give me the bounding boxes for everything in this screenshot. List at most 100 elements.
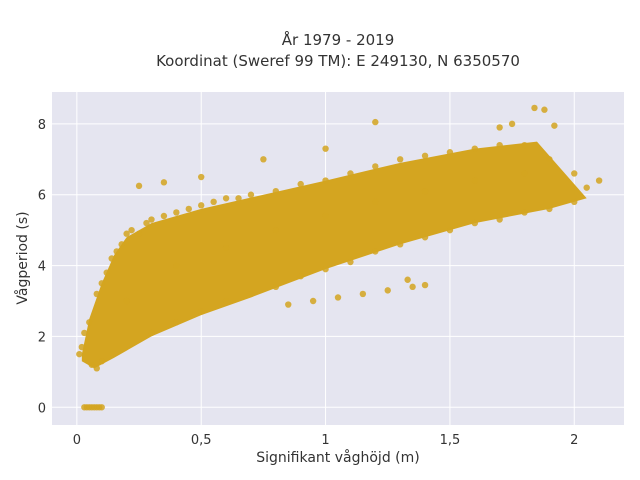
data-point bbox=[78, 343, 86, 351]
data-point bbox=[521, 209, 528, 216]
data-point bbox=[372, 198, 379, 206]
data-point bbox=[160, 179, 168, 186]
data-point bbox=[123, 230, 130, 237]
data-point bbox=[496, 216, 503, 223]
data-point bbox=[571, 198, 578, 206]
data-point bbox=[471, 219, 478, 227]
data-point bbox=[446, 149, 454, 156]
data-point bbox=[272, 226, 280, 234]
data-point bbox=[98, 280, 105, 287]
data-point bbox=[372, 163, 379, 170]
data-point bbox=[297, 273, 304, 280]
data-point bbox=[198, 202, 205, 209]
data-point bbox=[247, 290, 255, 298]
data-point bbox=[272, 187, 280, 195]
data-point bbox=[113, 248, 120, 255]
data-point bbox=[108, 255, 115, 262]
data-point bbox=[297, 180, 304, 188]
data-point bbox=[272, 283, 280, 291]
data-point bbox=[546, 156, 553, 163]
data-point bbox=[222, 195, 230, 202]
data-point bbox=[508, 120, 516, 128]
data-point bbox=[260, 156, 267, 163]
data-point bbox=[93, 365, 100, 372]
x-tick-label: 1,5 bbox=[440, 433, 461, 448]
data-point bbox=[235, 195, 242, 202]
data-point bbox=[359, 290, 367, 298]
data-point bbox=[247, 191, 255, 198]
data-point bbox=[372, 118, 379, 126]
data-point bbox=[595, 177, 603, 184]
data-point bbox=[135, 230, 143, 237]
data-point bbox=[421, 281, 429, 289]
data-point bbox=[118, 241, 125, 248]
data-point bbox=[551, 122, 558, 129]
data-point bbox=[309, 297, 317, 305]
data-point bbox=[446, 226, 454, 234]
data-point bbox=[347, 170, 354, 177]
x-tick-label: 2 bbox=[570, 433, 578, 448]
data-point bbox=[322, 177, 329, 184]
data-point bbox=[88, 361, 95, 368]
data-point bbox=[404, 276, 411, 283]
data-point bbox=[173, 209, 180, 216]
data-point bbox=[128, 226, 135, 234]
data-point bbox=[76, 350, 83, 358]
data-point bbox=[198, 308, 205, 315]
x-axis-ticks: 0 0,5 1 1,5 2 bbox=[73, 433, 579, 448]
chart-title-line1: År 1979 - 2019 bbox=[282, 30, 395, 49]
data-point bbox=[571, 170, 578, 177]
y-axis-ticks: 0 2 4 6 8 bbox=[38, 118, 46, 416]
data-point bbox=[421, 187, 429, 195]
data-point bbox=[521, 141, 528, 149]
data-point bbox=[372, 248, 379, 255]
x-tick-label: 1 bbox=[321, 433, 329, 448]
data-point bbox=[135, 182, 143, 190]
data-point bbox=[541, 106, 548, 113]
data-point bbox=[143, 219, 150, 227]
data-point bbox=[210, 198, 217, 206]
data-point bbox=[546, 205, 553, 213]
y-axis-label: Vågperiod (s) bbox=[14, 211, 31, 304]
data-density-band bbox=[81, 141, 587, 369]
data-point bbox=[222, 244, 230, 252]
data-point bbox=[285, 301, 292, 308]
data-point bbox=[471, 177, 478, 184]
data-point bbox=[148, 216, 155, 223]
data-point bbox=[421, 234, 429, 241]
data-point bbox=[322, 212, 329, 220]
data-point bbox=[222, 297, 230, 305]
data-point bbox=[384, 287, 391, 294]
data-point bbox=[98, 404, 105, 411]
y-tick-label: 2 bbox=[38, 330, 46, 345]
x-axis-label: Signifikant våghöjd (m) bbox=[256, 449, 419, 466]
data-point bbox=[103, 269, 110, 276]
data-point bbox=[496, 141, 503, 149]
data-point bbox=[421, 152, 429, 159]
x-tick-label: 0,5 bbox=[191, 433, 212, 448]
data-point bbox=[173, 262, 180, 269]
data-point bbox=[334, 294, 342, 301]
data-point bbox=[198, 173, 205, 181]
data-point bbox=[81, 329, 88, 337]
data-point bbox=[496, 124, 503, 131]
data-point bbox=[93, 290, 100, 298]
dense-point-cloud bbox=[81, 141, 587, 369]
x-tick-label: 0 bbox=[73, 433, 81, 448]
data-point bbox=[396, 156, 404, 163]
y-tick-label: 4 bbox=[38, 260, 46, 275]
data-point bbox=[396, 241, 404, 248]
data-point bbox=[322, 145, 329, 152]
data-point bbox=[160, 212, 168, 220]
y-tick-label: 6 bbox=[38, 189, 46, 204]
y-tick-label: 0 bbox=[38, 401, 46, 416]
data-point bbox=[98, 358, 105, 365]
data-point bbox=[471, 145, 478, 152]
data-point bbox=[531, 104, 538, 112]
data-point bbox=[347, 258, 354, 266]
data-points bbox=[76, 104, 603, 411]
chart-title-line2: Koordinat (Sweref 99 TM): E 249130, N 63… bbox=[156, 52, 520, 70]
data-point bbox=[409, 283, 416, 291]
y-tick-label: 8 bbox=[38, 118, 46, 133]
